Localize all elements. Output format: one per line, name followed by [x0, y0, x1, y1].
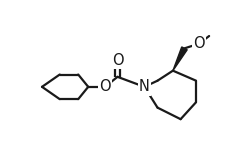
- Text: O: O: [193, 36, 205, 51]
- Text: N: N: [139, 79, 150, 94]
- Text: O: O: [112, 53, 123, 68]
- Polygon shape: [173, 47, 187, 71]
- Text: O: O: [99, 79, 111, 94]
